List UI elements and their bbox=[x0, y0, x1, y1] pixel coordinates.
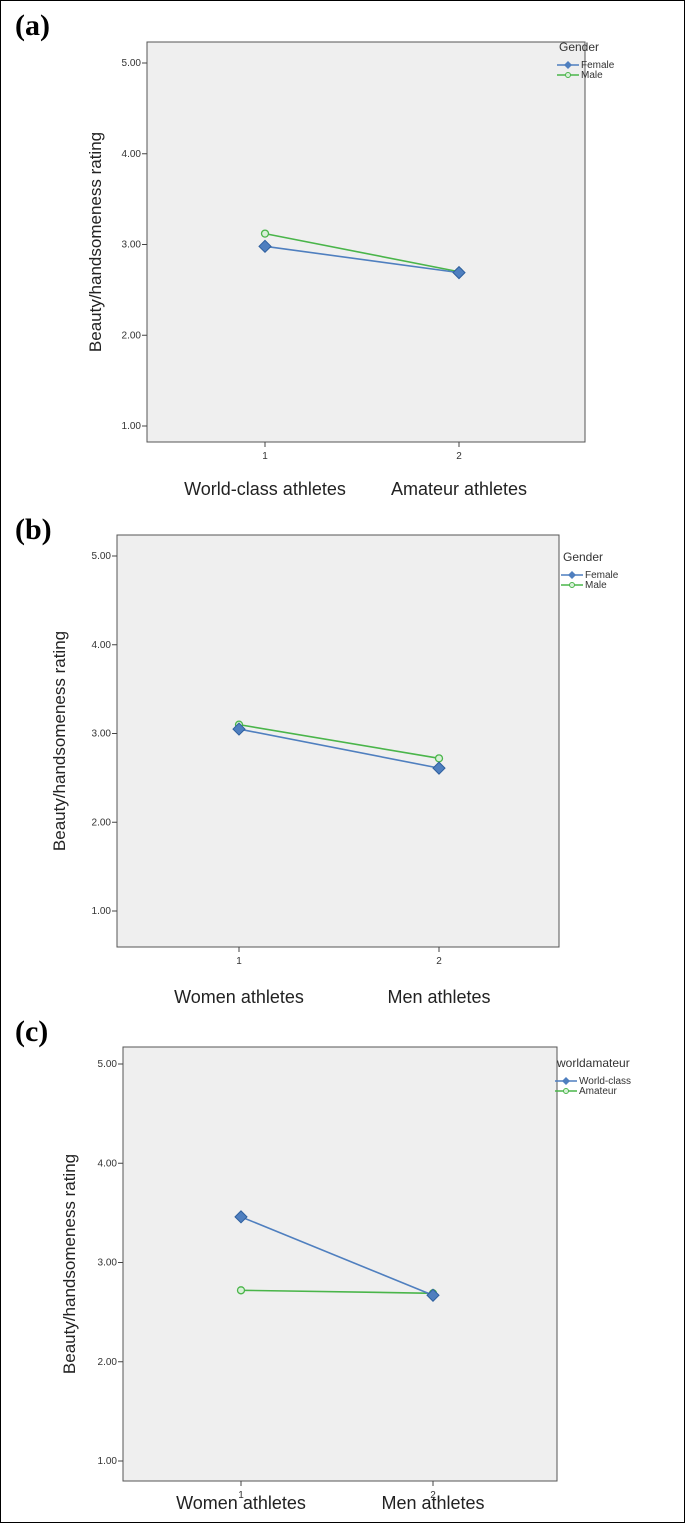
plot-area bbox=[122, 1046, 558, 1482]
data-point bbox=[260, 229, 270, 238]
data-point bbox=[232, 722, 246, 736]
legend-marker bbox=[562, 1077, 570, 1085]
series-line-male bbox=[238, 723, 440, 760]
legend-item: Male bbox=[585, 580, 607, 591]
y-tick-label: 4.00 bbox=[92, 640, 112, 651]
chart-panel-2: (b) 1.00 2.00 3.00 4.00 5.00 1 Women athletes 2 M… bbox=[15, 513, 619, 1007]
panel-label: (b) bbox=[15, 513, 52, 546]
data-point bbox=[426, 1288, 440, 1302]
y-tick-label: 1.00 bbox=[98, 1456, 118, 1467]
y-axis-label: Beauty/handsomeness rating bbox=[50, 631, 69, 851]
chart-panel-1: (a) 1.00 2.00 3.00 4.00 5.00 1 World-class athl… bbox=[15, 9, 615, 499]
y-tick-label: 3.00 bbox=[92, 729, 112, 740]
legend-title: worldamateur bbox=[556, 1056, 630, 1070]
x-tick-label: 2 bbox=[456, 451, 462, 462]
legend-marker bbox=[568, 571, 576, 579]
legend-marker bbox=[563, 1088, 569, 1094]
legend-marker bbox=[564, 61, 572, 69]
y-tick-label: 5.00 bbox=[92, 551, 112, 562]
data-point bbox=[452, 265, 466, 280]
legend-item: World-class bbox=[579, 1076, 631, 1087]
panel-label: (a) bbox=[15, 9, 50, 42]
plot-area bbox=[146, 41, 586, 443]
legend-title: Gender bbox=[563, 550, 603, 564]
legend-title: Gender bbox=[559, 40, 599, 54]
x-category-label: World-class athletes bbox=[184, 479, 346, 499]
y-axis-label: Beauty/handsomeness rating bbox=[60, 1154, 79, 1374]
y-tick-label: 4.00 bbox=[122, 149, 142, 160]
x-category-label: Women athletes bbox=[176, 1493, 306, 1513]
legend-item: Female bbox=[585, 570, 619, 581]
legend-item: Female bbox=[581, 60, 615, 71]
x-tick-label: 1 bbox=[238, 1490, 244, 1501]
y-tick-label: 5.00 bbox=[98, 1059, 118, 1070]
x-category-label: Men athletes bbox=[381, 1493, 484, 1513]
data-point bbox=[434, 754, 444, 763]
x-category-label: Amateur athletes bbox=[391, 479, 527, 499]
y-tick-label: 2.00 bbox=[98, 1357, 118, 1368]
y-tick-label: 3.00 bbox=[122, 240, 142, 251]
series-line-male bbox=[264, 232, 460, 273]
series-line-female bbox=[238, 728, 440, 769]
x-tick-label: 2 bbox=[430, 1490, 436, 1501]
legend-item: Male bbox=[581, 70, 603, 81]
y-axis-label: Beauty/handsomeness rating bbox=[86, 132, 105, 352]
x-tick-label: 1 bbox=[236, 956, 242, 967]
y-tick-label: 2.00 bbox=[122, 330, 142, 341]
legend-marker bbox=[569, 582, 575, 588]
y-tick-label: 3.00 bbox=[98, 1258, 118, 1269]
y-tick-label: 1.00 bbox=[122, 421, 142, 432]
data-point bbox=[234, 1210, 248, 1224]
y-tick-label: 2.00 bbox=[92, 817, 112, 828]
series-line-amateur bbox=[240, 1289, 434, 1295]
data-point bbox=[236, 1286, 246, 1295]
data-point bbox=[258, 239, 272, 254]
panel-label: (c) bbox=[15, 1015, 48, 1048]
series-line-world-class bbox=[240, 1216, 434, 1296]
x-tick-label: 2 bbox=[436, 956, 442, 967]
legend-marker bbox=[565, 72, 571, 78]
x-tick-label: 1 bbox=[262, 451, 268, 462]
data-point bbox=[432, 761, 446, 775]
y-tick-label: 5.00 bbox=[122, 58, 142, 69]
y-tick-label: 4.00 bbox=[98, 1158, 118, 1169]
y-tick-label: 1.00 bbox=[92, 906, 112, 917]
x-category-label: Men athletes bbox=[387, 987, 490, 1007]
series-line-female bbox=[264, 245, 460, 274]
x-category-label: Women athletes bbox=[174, 987, 304, 1007]
legend-item: Amateur bbox=[579, 1086, 617, 1097]
